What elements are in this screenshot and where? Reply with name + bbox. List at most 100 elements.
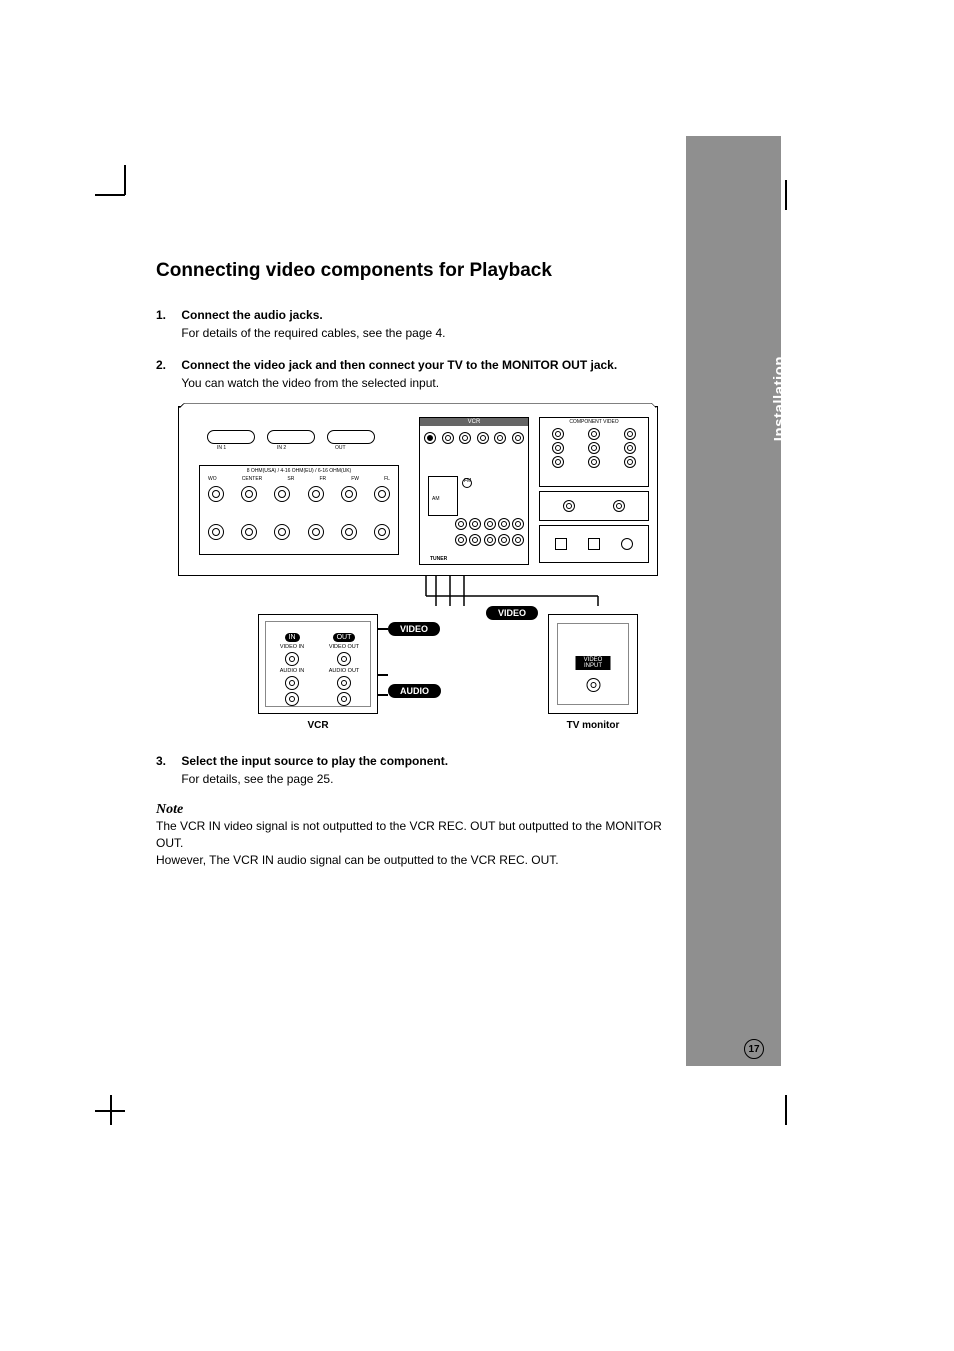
note-body: The VCR IN video signal is not outputted… [156, 818, 676, 868]
note-heading: Note [156, 802, 676, 818]
vcr-jack [494, 432, 506, 444]
vcr-audio-in-l-jack [285, 676, 299, 690]
step-2-text: You can watch the video from the selecte… [181, 376, 439, 390]
audio-jack-rows [455, 518, 524, 550]
vcr-inner: IN VIDEO IN AUDIO IN OUT VIDEO OUT AUDIO… [265, 621, 371, 707]
step-2: 2. Connect the video jack and then conne… [156, 356, 676, 392]
note-line-2: However, The VCR IN audio signal can be … [156, 853, 559, 867]
component-video-box: COMPONENT VIDEO [539, 417, 649, 487]
tv-video-input-label: VIDEO INPUT [576, 656, 611, 670]
comp-row-2 [540, 442, 648, 454]
spk-lbl-4: FW [351, 476, 359, 482]
scart-jack-3 [327, 430, 375, 444]
step-2-num: 2. [156, 356, 178, 374]
line [378, 674, 388, 676]
spk-jack [241, 486, 257, 502]
audio-row-r [455, 534, 524, 546]
audio-jack [498, 518, 510, 530]
speaker-terminal-panel: 8 OHM(USA) / 4-16 OHM(EU) / 6-16 OHM(UK)… [199, 465, 399, 555]
vcr-out-column: OUT VIDEO OUT AUDIO OUT [322, 626, 366, 708]
scart-group: IN 1 IN 2 OUT [199, 425, 399, 457]
tv-video-input: VIDEO INPUT [576, 654, 611, 694]
tv-monitor-device: VIDEO INPUT TV monitor [548, 614, 638, 714]
optical-jack [555, 538, 567, 550]
vcr-jack [512, 432, 524, 444]
scart-jack-1 [207, 430, 255, 444]
section-tab: Installation [686, 136, 781, 1066]
vcr-audio-out-r-jack [337, 692, 351, 706]
vcr-out-header: OUT [333, 633, 356, 642]
vcr-audio-in-label: AUDIO IN [270, 668, 314, 674]
line [378, 628, 388, 630]
optical-jack [588, 538, 600, 550]
dvd-jack [613, 500, 625, 512]
connection-diagram: IN 1 IN 2 OUT 8 OHM(USA) / 4-16 OHM(EU) … [178, 406, 658, 734]
comp-jack [624, 456, 636, 468]
vcr-jack [442, 432, 454, 444]
audio-jack [512, 534, 524, 546]
monitor-out-jack [424, 432, 436, 444]
tuner-label: TUNER [430, 556, 447, 562]
spk-jack [274, 524, 290, 540]
digital-io-panel: COMPONENT VIDEO [539, 417, 649, 565]
component-video-title: COMPONENT VIDEO [540, 418, 648, 426]
audio-jack [498, 534, 510, 546]
step-1-num: 1. [156, 306, 178, 324]
speaker-row-1 [208, 486, 390, 502]
vcr-video-out-jack [337, 652, 351, 666]
spk-lbl-1: CENTER [242, 476, 263, 482]
vcr-device: IN VIDEO IN AUDIO IN OUT VIDEO OUT AUDIO… [258, 614, 378, 714]
step-3-body: Select the input source to play the comp… [181, 752, 661, 788]
scart-label-3: OUT [335, 445, 346, 451]
vcr-in-column: IN VIDEO IN AUDIO IN [270, 626, 314, 708]
audio-jack [469, 518, 481, 530]
spk-lbl-3: FR [319, 476, 326, 482]
fm-label: FM [464, 478, 471, 484]
audio-jack [455, 518, 467, 530]
tv-caption: TV monitor [549, 720, 637, 731]
scart-jack-2 [267, 430, 315, 444]
spk-lbl-0: WO [208, 476, 217, 482]
vcr-in-header: IN [285, 633, 300, 642]
step-3-num: 3. [156, 752, 178, 770]
vcr-audio-out-l-jack [337, 676, 351, 690]
vcr-video-out-label: VIDEO OUT [322, 644, 366, 650]
spk-lbl-5: FL [384, 476, 390, 482]
note-line-1: The VCR IN video signal is not outputted… [156, 819, 662, 850]
external-devices-row: IN VIDEO IN AUDIO IN OUT VIDEO OUT AUDIO… [178, 614, 658, 734]
dvd-jack [563, 500, 575, 512]
tv-video-input-jack [586, 678, 600, 692]
vcr-audio-in-r-jack [285, 692, 299, 706]
step-2-title: Connect the video jack and then connect … [181, 358, 617, 372]
audio-pill-vcr: AUDIO [388, 684, 441, 698]
speaker-row-2 [208, 524, 390, 540]
vcr-video-row [424, 432, 524, 444]
step-2-body: Connect the video jack and then connect … [181, 356, 661, 392]
audio-row-l [455, 518, 524, 530]
coaxial-jack [621, 538, 633, 550]
comp-row-3 [540, 456, 648, 468]
spk-jack [374, 524, 390, 540]
page-heading: Connecting video components for Playback [156, 260, 676, 282]
speaker-labels: WO CENTER SR FR FW FL [208, 476, 390, 482]
scart-label-1: IN 1 [217, 445, 226, 451]
digital-audio-box [539, 525, 649, 563]
tv-inner: VIDEO INPUT [557, 623, 629, 705]
page-number: 17 [744, 1039, 764, 1059]
vcr-io-panel: VCR FM AM [419, 417, 529, 565]
vcr-video-in-jack [285, 652, 299, 666]
step-3: 3. Select the input source to play the c… [156, 752, 676, 788]
video-pill-vcr: VIDEO [388, 622, 440, 636]
vcr-audio-out-label: AUDIO OUT [322, 668, 366, 674]
comp-jack [624, 442, 636, 454]
video-pill-tv: VIDEO [486, 606, 538, 620]
comp-row-1 [540, 428, 648, 440]
spk-jack [374, 486, 390, 502]
comp-jack [588, 456, 600, 468]
spk-jack [341, 524, 357, 540]
vcr-video-in-label: VIDEO IN [270, 644, 314, 650]
scart-label-2: IN 2 [277, 445, 286, 451]
audio-jack [512, 518, 524, 530]
audio-jack [455, 534, 467, 546]
page-content: Connecting video components for Playback… [156, 260, 676, 868]
